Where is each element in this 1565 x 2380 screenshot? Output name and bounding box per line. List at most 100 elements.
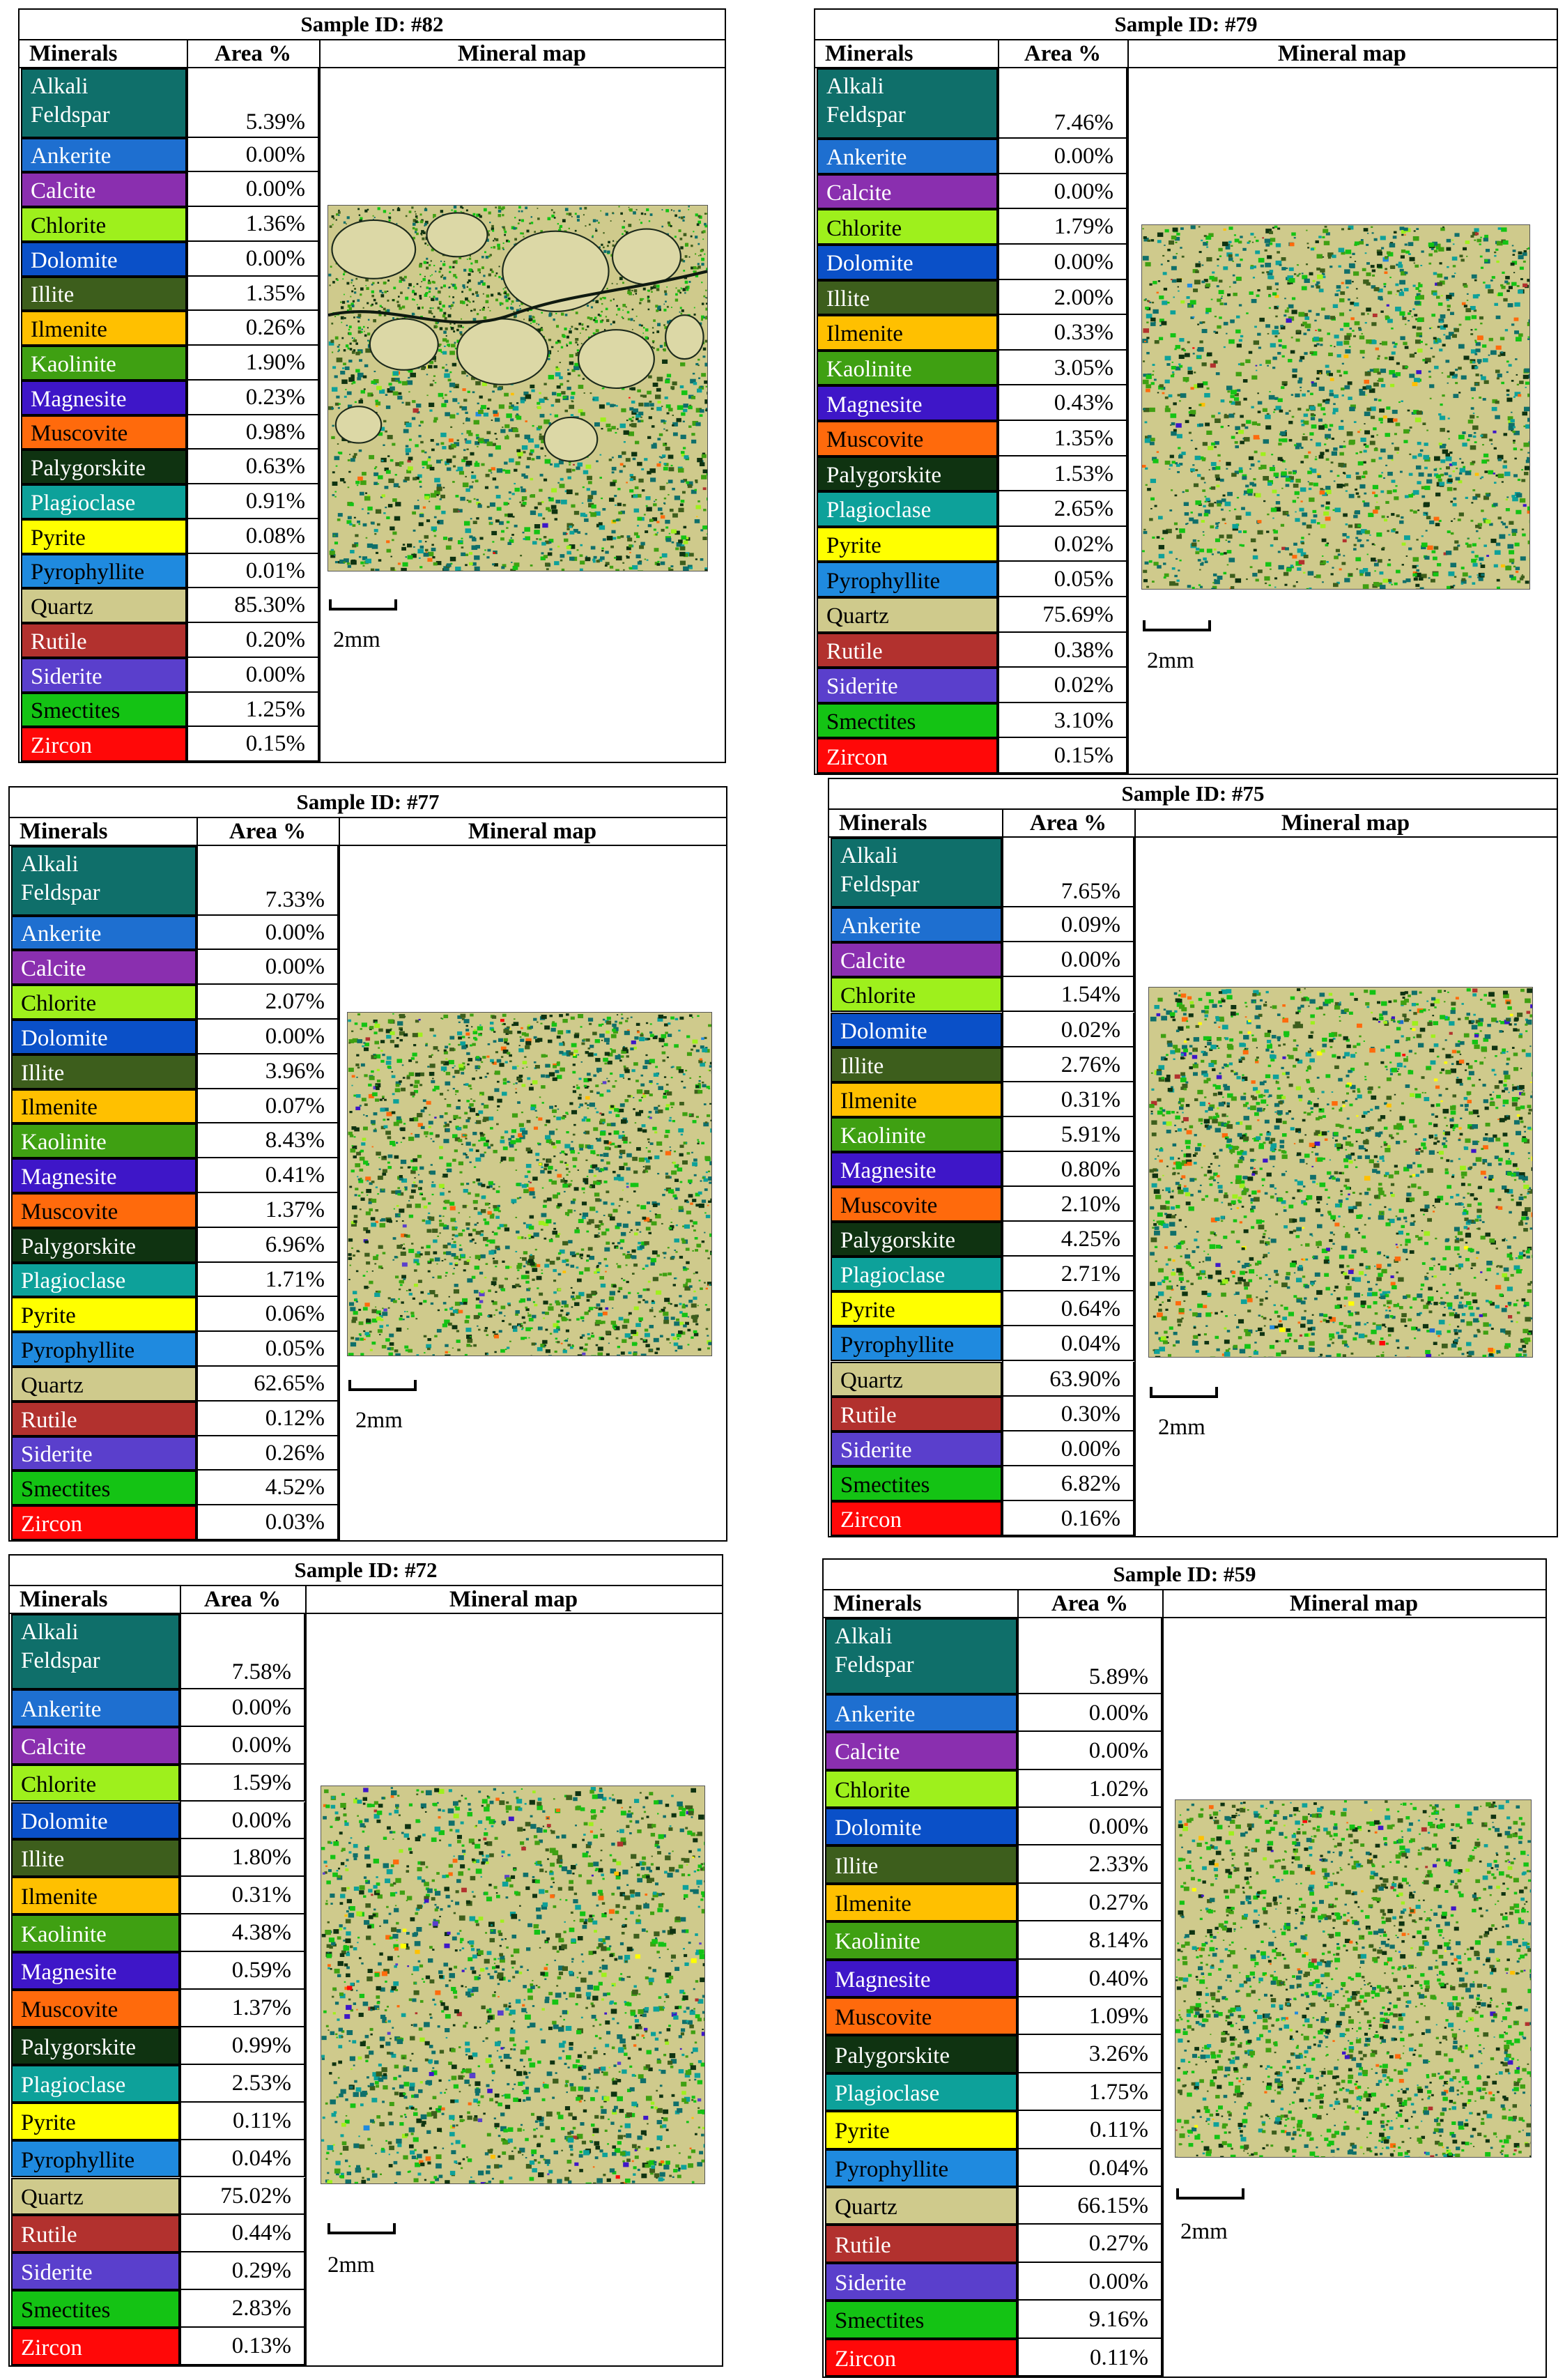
mineral-name: Rutile	[21, 623, 187, 658]
mineral-name: Siderite	[831, 1431, 1002, 1466]
mineral-name: Illite	[831, 1047, 1002, 1082]
mineral-map-image	[1148, 987, 1533, 1358]
mineral-name: Muscovite	[11, 1193, 196, 1228]
area-header: Area %	[998, 39, 1127, 68]
mineral-name: Chlorite	[831, 977, 1002, 1013]
area-value: 8.43%	[198, 1123, 339, 1159]
mineral-name: Ankerite	[11, 1689, 180, 1727]
scale-label: 2mm	[327, 2252, 375, 2278]
area-value: 0.64%	[1003, 1291, 1134, 1327]
area-value: 0.12%	[198, 1401, 339, 1436]
area-value: 0.08%	[188, 519, 319, 554]
mineral-name: Kaolinite	[21, 346, 187, 381]
mineral-name: Quartz	[831, 1361, 1002, 1397]
area-value: 0.09%	[1003, 907, 1134, 943]
area-value: 0.31%	[1003, 1082, 1134, 1117]
sample-title: Sample ID: #59	[824, 1560, 1545, 1590]
mineral-name: Kaolinite	[825, 1921, 1017, 1960]
mineral-name: Dolomite	[11, 1802, 180, 1840]
mineral-name: Plagioclase	[11, 2064, 180, 2103]
mineral-name: Chlorite	[11, 1764, 180, 1802]
mineral-name: Muscovite	[825, 1997, 1017, 2036]
mineral-name: Ilmenite	[11, 1877, 180, 1915]
area-value: 0.30%	[1003, 1396, 1134, 1431]
mineral-name: Magnesite	[831, 1151, 1002, 1187]
mineral-name: Alkali Feldspar	[825, 1618, 1017, 1694]
mineral-name-line: Feldspar	[826, 102, 906, 128]
mineral-name: Ankerite	[825, 1694, 1017, 1733]
scale-bar	[1176, 2188, 1244, 2199]
mineral-map-svg	[1175, 1800, 1531, 2157]
area-value: 0.59%	[181, 1952, 305, 1990]
area-value: 0.04%	[181, 2140, 305, 2178]
area-value: 0.15%	[999, 738, 1127, 774]
mineral-name: Illite	[825, 1845, 1017, 1884]
area-value: 3.10%	[999, 703, 1127, 739]
scale-bar	[327, 2223, 396, 2234]
area-value: 1.80%	[181, 1839, 305, 1878]
area-value: 1.37%	[181, 1990, 305, 2027]
area-value: 1.90%	[188, 346, 319, 381]
area-value: 6.96%	[198, 1227, 339, 1263]
mineral-name: Smectites	[11, 1471, 196, 1506]
area-value: 2.00%	[999, 279, 1127, 316]
area-value: 2.07%	[198, 985, 339, 1020]
area-value: 62.65%	[198, 1367, 339, 1402]
mineral-name: Quartz	[11, 1367, 196, 1402]
area-value: 63.90%	[1003, 1361, 1134, 1397]
mineral-name: Ilmenite	[21, 311, 187, 346]
area-value: 0.00%	[181, 1802, 305, 1840]
area-value: 0.38%	[999, 632, 1127, 668]
area-value: 0.00%	[198, 950, 339, 985]
mineral-map-svg	[328, 206, 707, 571]
sample-title: Sample ID: #82	[20, 10, 725, 40]
area-value: 2.10%	[1003, 1187, 1134, 1222]
mineral-map-image	[321, 1786, 705, 2184]
mineral-name: Zircon	[817, 738, 998, 774]
mineral-name: Ilmenite	[831, 1082, 1002, 1117]
mineral-name: Siderite	[11, 1436, 196, 1471]
mineral-name: Illite	[11, 1054, 196, 1089]
mineral-map-image	[1141, 224, 1530, 590]
minerals-header: Minerals	[829, 808, 1002, 838]
sample-panel: Sample ID: #79 Minerals Area % Mineral map A…	[814, 8, 1558, 775]
area-value: 0.02%	[999, 526, 1127, 562]
mineral-name: Calcite	[11, 1726, 180, 1765]
column-divider	[1127, 39, 1129, 774]
area-value: 0.80%	[1003, 1151, 1134, 1187]
mineral-map-svg	[348, 1013, 711, 1356]
mineral-name: Siderite	[817, 668, 998, 703]
mineral-name: Rutile	[11, 1401, 196, 1436]
area-value: 0.00%	[999, 139, 1127, 174]
mineral-name: Pyrophyllite	[817, 562, 998, 597]
area-value: 0.00%	[1019, 1732, 1162, 1770]
mineral-name: Palygorskite	[21, 450, 187, 484]
sample-panel: Sample ID: #72 Minerals Area % Mineral map A…	[8, 1554, 723, 2367]
mineral-name-line: Alkali	[21, 1620, 79, 1645]
mineral-name: Smectites	[11, 2290, 180, 2328]
sample-panel: Sample ID: #77 Minerals Area % Mineral map A…	[8, 786, 727, 1542]
mineral-name: Quartz	[817, 597, 998, 633]
mineral-name: Zircon	[831, 1500, 1002, 1536]
mineral-name-line: Alkali	[835, 1624, 893, 1649]
mineral-name: Rutile	[817, 632, 998, 668]
area-value: 0.41%	[198, 1158, 339, 1193]
area-value: 1.53%	[999, 456, 1127, 492]
mineral-name: Magnesite	[817, 385, 998, 421]
mineral-name: Pyrite	[825, 2111, 1017, 2149]
mineral-name-line: Alkali	[840, 843, 898, 868]
mineral-name: Pyrite	[21, 519, 187, 554]
mineral-name: Ilmenite	[11, 1089, 196, 1124]
area-value: 0.26%	[188, 311, 319, 346]
mineral-name: Dolomite	[831, 1012, 1002, 1047]
area-value: 7.58%	[181, 1614, 305, 1689]
mineral-name: Rutile	[825, 2225, 1017, 2263]
mineral-name: Palygorskite	[817, 456, 998, 492]
mineral-name: Chlorite	[817, 209, 998, 245]
mineral-name: Pyrophyllite	[11, 1332, 196, 1367]
area-header: Area %	[196, 817, 339, 846]
mineral-name: Muscovite	[831, 1187, 1002, 1222]
map-header: Mineral map	[339, 817, 726, 846]
area-value: 0.23%	[188, 380, 319, 415]
mineral-name: Zircon	[11, 1505, 196, 1540]
